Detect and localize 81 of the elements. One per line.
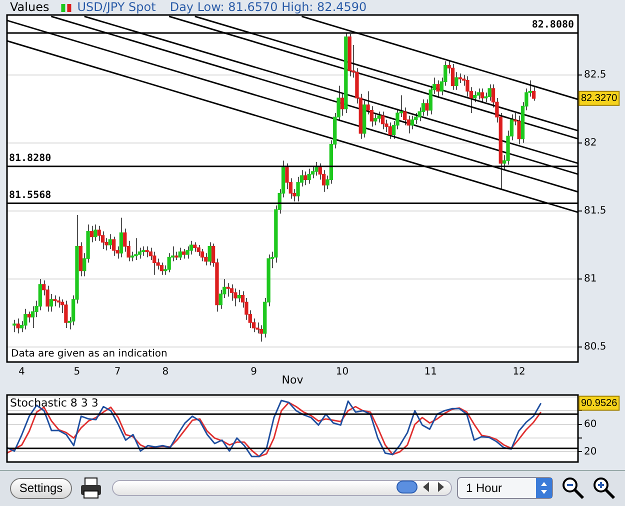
candlestick bbox=[145, 246, 149, 258]
x-tick-label: 7 bbox=[114, 366, 121, 378]
candlestick bbox=[134, 238, 138, 260]
legend-label: USD/JPY Spot bbox=[77, 0, 156, 14]
candlestick bbox=[53, 294, 57, 307]
candlestick bbox=[208, 242, 212, 266]
candlestick bbox=[450, 63, 455, 90]
candlestick bbox=[97, 225, 101, 242]
candlestick bbox=[130, 251, 134, 262]
x-tick-label: 11 bbox=[424, 366, 438, 378]
y-tick-label: 81.5 bbox=[584, 206, 606, 217]
candlestick bbox=[377, 111, 381, 123]
candlestick bbox=[314, 161, 318, 176]
candlestick bbox=[285, 162, 289, 190]
candlestick bbox=[141, 246, 146, 256]
candlestick bbox=[160, 262, 164, 276]
chart-title: Stochastic 8 3 3 bbox=[10, 396, 98, 410]
candlestick bbox=[517, 115, 521, 145]
candlestick bbox=[340, 93, 344, 116]
candlestick bbox=[307, 168, 311, 184]
candlestick bbox=[484, 92, 488, 103]
candlestick bbox=[204, 252, 208, 266]
candlestick bbox=[476, 88, 480, 100]
candlestick bbox=[108, 234, 112, 250]
candlestick bbox=[94, 224, 98, 242]
x-tick-label: 10 bbox=[336, 366, 349, 378]
candlestick bbox=[380, 111, 385, 130]
settings-button: Settings bbox=[10, 478, 72, 499]
ref-line-label: 81.5568 bbox=[9, 190, 52, 201]
ref-line-label: 81.8280 bbox=[9, 152, 52, 164]
candlestick bbox=[12, 319, 16, 333]
y-tick-label: 20 bbox=[584, 446, 597, 458]
x-tick-label: 8 bbox=[162, 366, 169, 378]
candlestick bbox=[182, 248, 186, 260]
candlestick bbox=[178, 247, 182, 260]
interval-select: 1 Hour bbox=[457, 477, 553, 499]
y-axis-title: Values bbox=[10, 0, 50, 14]
candlestick bbox=[226, 282, 230, 298]
x-axis-title: Nov bbox=[282, 373, 304, 386]
x-tick-label: 12 bbox=[512, 366, 526, 378]
candlestick bbox=[200, 248, 204, 262]
x-tick-label: 9 bbox=[250, 366, 258, 378]
candlestick bbox=[24, 308, 28, 330]
candlestick bbox=[167, 252, 171, 273]
y-tick-label: 60 bbox=[584, 418, 597, 430]
candlestick bbox=[234, 288, 238, 307]
candlestick bbox=[49, 293, 54, 312]
candlestick bbox=[16, 318, 20, 334]
x-tick-label: 4 bbox=[18, 366, 25, 378]
text: Day Low: 81.6570 High: 82.4590 bbox=[170, 0, 367, 14]
candlestick bbox=[119, 217, 124, 258]
y-tick-label: 82.5 bbox=[584, 69, 606, 80]
candlestick bbox=[425, 98, 429, 116]
candlestick bbox=[304, 170, 308, 186]
candlestick bbox=[64, 300, 68, 328]
x-tick-label: 5 bbox=[74, 366, 80, 378]
candlestick bbox=[436, 80, 440, 98]
candlestick bbox=[458, 73, 462, 84]
candlestick bbox=[237, 289, 241, 303]
candlestick bbox=[193, 242, 197, 252]
candlestick bbox=[259, 324, 264, 342]
candlestick bbox=[410, 115, 414, 130]
y-tick-label: 80.5 bbox=[584, 342, 606, 353]
y-tick-label: 81 bbox=[584, 274, 597, 285]
candlestick bbox=[296, 176, 300, 202]
candlestick bbox=[374, 114, 378, 126]
candlestick bbox=[27, 311, 31, 324]
candlestick bbox=[388, 122, 392, 140]
y-tick-label: 82 bbox=[584, 138, 597, 149]
candlestick bbox=[112, 236, 116, 256]
text: 82.3270 bbox=[581, 93, 618, 104]
candlestick bbox=[480, 88, 484, 103]
annotation: Data are given as an indication bbox=[11, 348, 168, 360]
candlestick bbox=[152, 251, 156, 276]
candlestick bbox=[473, 90, 477, 103]
ref-line-label: 82.8080 bbox=[532, 20, 574, 31]
candlestick bbox=[454, 72, 458, 90]
candlestick bbox=[189, 240, 194, 255]
candlestick bbox=[488, 84, 492, 102]
candlestick bbox=[90, 225, 94, 243]
text: 90.9526 bbox=[581, 398, 618, 409]
